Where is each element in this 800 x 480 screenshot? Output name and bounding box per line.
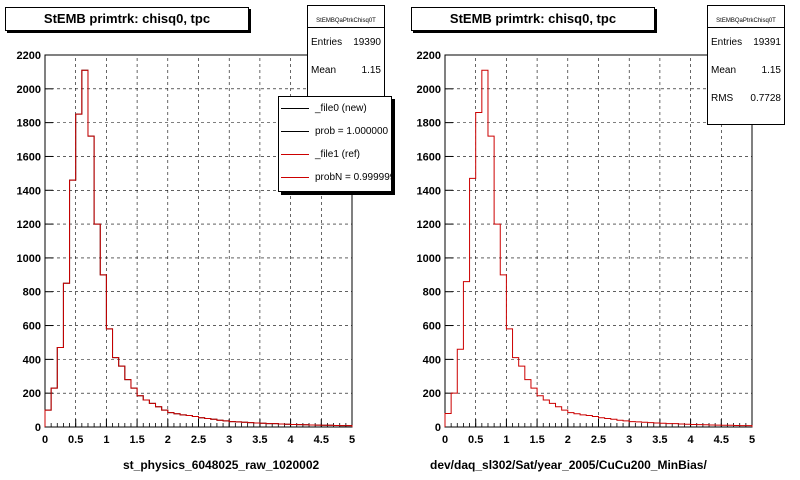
legend-line-new [281, 108, 309, 109]
legend-line-ref [281, 154, 309, 155]
x-axis-title-left: st_physics_6048025_raw_1020002 [123, 458, 320, 472]
x-tick-label: 0.5 [468, 434, 483, 446]
y-tick-label: 1200 [17, 219, 41, 231]
y-tick-label: 200 [23, 388, 41, 400]
y-tick-label: 2200 [17, 50, 41, 62]
y-tick-label: 2000 [417, 84, 441, 96]
stats-entries-row: Entries 19390 [308, 28, 384, 56]
x-tick-label: 4 [288, 434, 295, 446]
y-tick-label: 1400 [417, 185, 441, 197]
y-tick-label: 1600 [417, 151, 441, 163]
x-tick-label: 4.5 [714, 434, 729, 446]
y-tick-label: 600 [23, 321, 41, 333]
stats-rms-row: RMS 0.7728 [708, 84, 784, 112]
x-tick-label: 5 [749, 434, 755, 446]
y-tick-label: 800 [23, 287, 41, 299]
x-tick-label: 2.5 [191, 434, 206, 446]
stats-name: StEMBQaPtrkChisq0T [708, 6, 784, 28]
y-tick-label: 1600 [17, 151, 41, 163]
x-tick-label: 2.5 [591, 434, 606, 446]
x-tick-label: 3.5 [252, 434, 267, 446]
y-tick-label: 600 [423, 321, 441, 333]
x-tick-label: 3 [226, 434, 232, 446]
legend-line-prob [281, 131, 309, 132]
stats-rms-value: 0.7728 [750, 92, 781, 104]
x-axis-title-right: dev/daq_sl302/Sat/year_2005/CuCu200_MinB… [430, 458, 707, 472]
x-tick-label: 4.5 [314, 434, 329, 446]
x-tick-label: 0 [442, 434, 448, 446]
x-tick-label: 3 [626, 434, 632, 446]
x-tick-label: 2 [565, 434, 571, 446]
y-tick-label: 1000 [417, 253, 441, 265]
legend-line-probn [281, 177, 309, 178]
legend-label-ref: _file1 (ref) [315, 149, 361, 160]
legend-item-new: _file0 (new) [279, 97, 391, 120]
stats-name: StEMBQaPtrkChisq0T [308, 6, 384, 28]
x-tick-label: 1.5 [129, 434, 144, 446]
y-tick-label: 1200 [417, 219, 441, 231]
y-tick-label: 1800 [17, 118, 41, 130]
stats-entries-label: Entries [711, 36, 743, 48]
stats-rms-label: RMS [711, 92, 734, 104]
x-tick-label: 2 [165, 434, 171, 446]
legend-item-ref: _file1 (ref) [279, 143, 391, 166]
x-tick-label: 1 [103, 434, 109, 446]
legend-item-probn: probN = 0.999999 [279, 166, 391, 189]
stats-mean-value: 1.15 [761, 64, 781, 76]
x-tick-label: 0.5 [68, 434, 83, 446]
y-tick-label: 200 [423, 388, 441, 400]
x-tick-label: 1 [503, 434, 509, 446]
legend-item-prob: prob = 1.000000 [279, 120, 391, 143]
x-tick-label: 0 [42, 434, 48, 446]
histogram-series-ref-left [44, 69, 353, 427]
x-tick-label: 4 [688, 434, 695, 446]
y-tick-label: 1000 [17, 253, 41, 265]
x-tick-label: 1.5 [529, 434, 544, 446]
legend-box: _file0 (new) prob = 1.000000 _file1 (ref… [278, 96, 392, 192]
y-tick-label: 1400 [17, 185, 41, 197]
stats-mean-row: Mean 1.15 [708, 56, 784, 84]
stats-mean-row: Mean 1.15 [308, 56, 384, 84]
stats-entries-label: Entries [311, 36, 343, 48]
stats-entries-value: 19390 [353, 36, 381, 48]
stats-mean-label: Mean [711, 64, 737, 76]
chart-title-right: StEMB primtrk: chisq0, tpc [411, 7, 655, 31]
x-tick-label: 5 [349, 434, 355, 446]
y-tick-label: 400 [423, 354, 441, 366]
stats-mean-label: Mean [311, 64, 337, 76]
stats-box-right: StEMBQaPtrkChisq0T Entries 19391 Mean 1.… [707, 5, 785, 125]
y-tick-label: 800 [423, 287, 441, 299]
chart-title-left: StEMB primtrk: chisq0, tpc [5, 7, 249, 31]
y-tick-label: 2200 [417, 50, 441, 62]
y-tick-label: 0 [35, 422, 41, 434]
stats-entries-row: Entries 19391 [708, 28, 784, 56]
stats-entries-value: 19391 [753, 36, 781, 48]
legend-label-prob: prob = 1.000000 [315, 126, 389, 137]
stats-mean-value: 1.15 [361, 64, 381, 76]
y-tick-label: 400 [23, 354, 41, 366]
y-tick-label: 2000 [17, 84, 41, 96]
stats-box-left: StEMBQaPtrkChisq0T Entries 19390 Mean 1.… [307, 5, 385, 97]
y-tick-label: 0 [435, 422, 441, 434]
x-tick-label: 3.5 [652, 434, 667, 446]
legend-label-probn: probN = 0.999999 [315, 172, 392, 183]
histogram-series-ref-right [444, 69, 753, 427]
legend-label-new: _file0 (new) [315, 103, 367, 114]
y-tick-label: 1800 [417, 118, 441, 130]
